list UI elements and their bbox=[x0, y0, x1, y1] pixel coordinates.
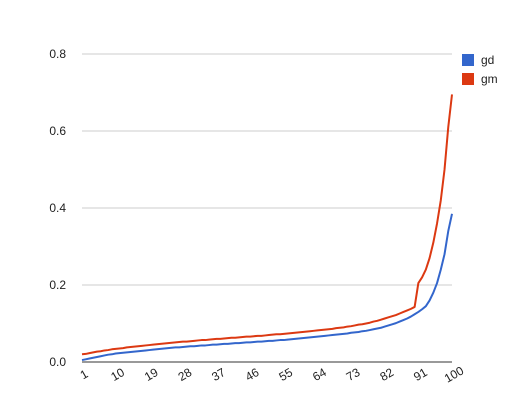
y-axis-labels: 0.0 0.2 0.4 0.6 0.8 bbox=[49, 47, 66, 369]
x-tick-label: 55 bbox=[277, 365, 296, 384]
y-tick-label: 0.4 bbox=[49, 201, 66, 215]
x-tick-label: 1 bbox=[78, 367, 91, 383]
x-tick-label: 91 bbox=[411, 365, 430, 384]
x-axis-labels: 1 10 19 28 37 46 55 64 73 82 91 100 bbox=[78, 363, 467, 385]
series-line-gm bbox=[81, 94, 453, 356]
x-tick-label: 73 bbox=[344, 365, 363, 384]
legend-swatch-gm bbox=[462, 73, 474, 85]
gridlines bbox=[82, 53, 452, 363]
y-tick-label: 0.0 bbox=[49, 355, 66, 369]
x-tick-label: 64 bbox=[310, 365, 329, 384]
series-lines bbox=[81, 94, 453, 362]
x-tick-label: 37 bbox=[209, 365, 228, 384]
legend-label-gm: gm bbox=[481, 72, 498, 86]
x-tick-label: 82 bbox=[377, 365, 396, 384]
x-tick-label: 10 bbox=[108, 365, 127, 384]
x-tick-label: 19 bbox=[142, 365, 161, 384]
y-tick-label: 0.6 bbox=[49, 124, 66, 138]
x-tick-label: 28 bbox=[176, 365, 195, 384]
legend-swatch-gd bbox=[462, 54, 474, 66]
x-tick-label: 100 bbox=[442, 363, 467, 385]
series-line-gd bbox=[81, 213, 453, 362]
legend: gd gm bbox=[462, 53, 498, 86]
y-tick-label: 0.2 bbox=[49, 278, 66, 292]
legend-label-gd: gd bbox=[481, 53, 494, 67]
x-tick-label: 46 bbox=[243, 365, 262, 384]
y-tick-label: 0.8 bbox=[49, 47, 66, 61]
